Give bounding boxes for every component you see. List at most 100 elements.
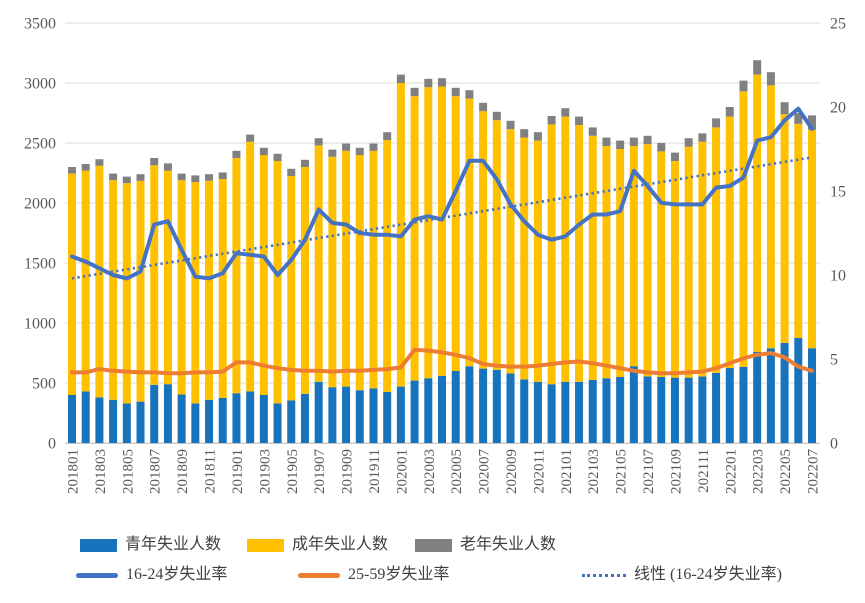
x-axis-tick-label: 202001 bbox=[394, 449, 410, 494]
bar-segment-adult bbox=[670, 161, 679, 378]
bar-segment-youth bbox=[808, 348, 816, 443]
bar-segment-youth bbox=[396, 386, 405, 443]
legend-item-adult-count: 成年失业人数 bbox=[247, 537, 388, 553]
bar-segment-adult bbox=[410, 96, 419, 381]
bar-segment-youth bbox=[451, 371, 460, 443]
bar-segment-youth bbox=[163, 384, 172, 443]
bar-segment-youth bbox=[355, 390, 364, 443]
bar-segment-youth bbox=[698, 376, 707, 443]
adult-rate-line-swatch-icon bbox=[298, 572, 340, 578]
bar-segment-elderly bbox=[698, 133, 707, 142]
bar-segment-youth bbox=[232, 393, 241, 443]
bar-segment-elderly bbox=[369, 143, 378, 151]
bar-segment-elderly bbox=[602, 137, 611, 146]
bar-segment-elderly bbox=[451, 87, 460, 97]
bar-segment-adult bbox=[259, 155, 268, 395]
x-axis-tick-label: 202011 bbox=[531, 449, 547, 493]
bar-segment-elderly bbox=[588, 127, 597, 136]
bar-segment-youth bbox=[287, 400, 296, 443]
y2-axis-tick-label: 20 bbox=[830, 100, 846, 117]
bar-segment-elderly bbox=[383, 132, 392, 140]
bar-segment-adult bbox=[602, 146, 611, 379]
legend-label: 线性 (16-24岁失业率) bbox=[634, 566, 782, 583]
bar-segment-adult bbox=[616, 149, 625, 377]
bar-segment-youth bbox=[424, 378, 433, 443]
x-axis-tick-label: 201905 bbox=[285, 449, 301, 494]
bar-segment-youth bbox=[794, 338, 803, 443]
bar-segment-elderly bbox=[780, 102, 789, 115]
bar-segment-youth bbox=[205, 399, 214, 443]
x-axis-tick-label: 201907 bbox=[312, 449, 328, 495]
bar-segment-adult bbox=[451, 96, 460, 371]
bar-segment-elderly bbox=[465, 90, 474, 99]
bar-segment-elderly bbox=[492, 111, 501, 121]
legend-label: 16-24岁失业率 bbox=[126, 566, 228, 583]
x-axis-tick-label: 201801 bbox=[66, 449, 82, 494]
bar-segment-youth bbox=[81, 391, 90, 443]
legend-item-trendline: 线性 (16-24岁失业率) bbox=[582, 567, 782, 583]
y-axis-tick-label: 0 bbox=[48, 436, 56, 453]
x-axis-tick-label: 202203 bbox=[751, 449, 767, 494]
trendline-dotted-swatch-icon bbox=[582, 573, 626, 577]
bar-segment-elderly bbox=[191, 175, 200, 182]
bar-segment-youth bbox=[753, 351, 762, 443]
y-axis-tick-label: 3500 bbox=[24, 16, 56, 33]
bar-segment-elderly bbox=[163, 163, 172, 171]
bar-segment-youth bbox=[342, 386, 351, 443]
bar-segment-adult bbox=[753, 74, 762, 352]
right-axis-tick-labels: 0 5 10 15 20 25 bbox=[830, 16, 846, 453]
bar-segment-youth bbox=[246, 391, 255, 443]
bar-segment-adult bbox=[643, 144, 652, 377]
bar-segment-elderly bbox=[150, 158, 159, 166]
bar-segment-youth bbox=[300, 393, 309, 443]
y-axis-tick-label: 1500 bbox=[24, 256, 56, 273]
bar-segment-adult bbox=[547, 124, 556, 385]
bar-segment-elderly bbox=[109, 173, 118, 181]
x-axis-tick-label: 201811 bbox=[203, 449, 219, 493]
bar-segment-youth bbox=[629, 366, 638, 443]
bar-segment-adult bbox=[465, 98, 474, 367]
bar-segment-youth bbox=[438, 375, 446, 443]
bar-segment-youth bbox=[191, 403, 200, 443]
bar-segment-youth bbox=[150, 384, 159, 443]
bar-segment-adult bbox=[314, 145, 323, 382]
bar-segment-youth bbox=[561, 381, 570, 443]
bar-segment-elderly bbox=[684, 138, 693, 147]
bar-segment-youth bbox=[520, 379, 529, 443]
bar-segment-youth bbox=[492, 369, 501, 443]
y-axis-tick-label: 2500 bbox=[24, 136, 56, 153]
bar-segment-youth bbox=[328, 387, 337, 443]
bar-segment-adult bbox=[725, 116, 734, 368]
bar-segment-youth bbox=[259, 395, 268, 443]
legend-item-youth-count: 青年失业人数 bbox=[80, 537, 221, 553]
x-axis-tick-label: 201903 bbox=[257, 449, 273, 494]
bar-segment-youth bbox=[95, 397, 104, 443]
bar-segment-adult bbox=[520, 137, 529, 380]
bar-segment-elderly bbox=[300, 159, 309, 167]
bar-segment-adult bbox=[150, 165, 159, 385]
bar-segment-adult bbox=[328, 156, 337, 388]
legend-item-adult-rate: 25-59岁失业率 bbox=[298, 567, 449, 583]
bar-segment-elderly bbox=[438, 78, 446, 87]
x-axis-tick-label: 201809 bbox=[175, 449, 191, 494]
bar-segment-adult bbox=[81, 170, 90, 392]
bar-segment-youth bbox=[657, 377, 666, 443]
x-axis-tick-label: 202101 bbox=[559, 449, 575, 494]
bar-segment-elderly bbox=[712, 118, 721, 128]
bar-segment-elderly bbox=[547, 116, 556, 125]
bar-segment-youth bbox=[68, 395, 76, 443]
stacked-bars bbox=[68, 60, 816, 443]
y-axis-tick-label: 2000 bbox=[24, 196, 56, 213]
x-axis-tick-label: 202007 bbox=[477, 448, 493, 494]
x-axis-tick-label: 201909 bbox=[340, 449, 356, 494]
bar-segment-elderly bbox=[561, 108, 570, 117]
legend-item-youth-rate: 16-24岁失业率 bbox=[76, 567, 227, 583]
bar-segment-elderly bbox=[342, 143, 351, 151]
bar-segment-elderly bbox=[533, 132, 542, 141]
bar-segment-elderly bbox=[177, 173, 186, 181]
x-axis-tick-label: 202105 bbox=[614, 449, 630, 494]
bar-segment-youth bbox=[725, 368, 734, 443]
bar-segment-adult bbox=[300, 167, 309, 394]
bar-segment-youth bbox=[712, 372, 721, 443]
